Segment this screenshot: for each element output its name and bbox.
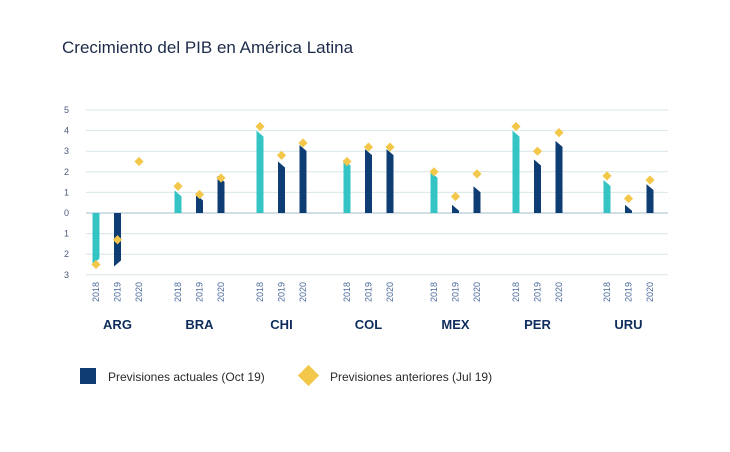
bar-mex-2019: [452, 204, 459, 213]
x-year-label: 2019: [533, 282, 543, 302]
marker-col-2019: [363, 142, 374, 152]
chart-title: Crecimiento del PIB en América Latina: [62, 38, 354, 57]
bar-chi-2020: [299, 145, 307, 213]
bar-arg-2018: [92, 213, 100, 265]
x-year-label: 2018: [342, 282, 352, 302]
marker-mex-2018: [429, 167, 439, 177]
category-label-bra: BRA: [185, 317, 214, 332]
marker-per-2020: [554, 128, 564, 138]
bar-per-2018: [512, 130, 520, 213]
marker-bra-2019: [194, 189, 205, 200]
x-year-label: 2019: [277, 282, 287, 302]
marker-mex-2020: [472, 169, 482, 179]
bar-per-2019: [534, 159, 541, 213]
marker-per-2018: [511, 121, 521, 132]
x-year-label: 2020: [385, 282, 395, 302]
bar-col-2020: [386, 149, 394, 213]
y-tick-label: 3: [64, 270, 69, 280]
category-label-col: COL: [355, 317, 383, 332]
marker-arg-2019: [112, 235, 123, 245]
y-tick-label: 5: [64, 105, 69, 115]
marker-mex-2019: [450, 191, 461, 202]
bar-uru-2018: [603, 180, 611, 213]
marker-bra-2018: [173, 181, 183, 191]
category-label-chi: CHI: [270, 317, 292, 332]
x-year-label: 2019: [364, 282, 374, 302]
x-year-label: 2020: [554, 282, 564, 302]
marker-chi-2020: [298, 138, 308, 148]
y-tick-label: 1: [64, 229, 69, 239]
category-label-per: PER: [524, 317, 551, 332]
y-tick-label: 0: [64, 208, 69, 218]
x-year-label: 2020: [216, 282, 226, 302]
marker-arg-2020: [134, 156, 144, 167]
marker-uru-2020: [645, 175, 655, 185]
x-year-label: 2019: [451, 282, 461, 302]
x-year-label: 2019: [195, 282, 205, 302]
bar-bra-2019: [196, 194, 203, 213]
legend-previous-label: Previsiones anteriores (Jul 19): [330, 370, 492, 384]
y-tick-label: 2: [64, 167, 69, 177]
bar-col-2018: [343, 159, 351, 213]
bar-per-2020: [555, 140, 563, 213]
legend-current-swatch: [80, 368, 96, 384]
marker-col-2020: [385, 142, 395, 152]
grid: [86, 109, 668, 276]
marker-bra-2020: [216, 173, 226, 183]
x-year-label: 2018: [173, 282, 183, 302]
x-year-label: 2019: [624, 282, 634, 302]
marker-chi-2019: [276, 150, 287, 160]
x-year-label: 2018: [255, 282, 265, 302]
x-year-label: 2018: [91, 282, 101, 302]
bar-bra-2018: [174, 190, 182, 213]
y-tick-label: 1: [64, 187, 69, 197]
y-tick-label: 3: [64, 146, 69, 156]
marker-chi-2018: [255, 121, 265, 132]
x-year-label: 2020: [645, 282, 655, 302]
x-year-label: 2018: [429, 282, 439, 302]
x-year-label: 2020: [472, 282, 482, 302]
markers: [91, 121, 655, 270]
legend-current-label: Previsiones actuales (Oct 19): [108, 370, 265, 384]
category-label-mex: MEX: [441, 317, 470, 332]
marker-uru-2019: [623, 193, 634, 204]
x-year-label: 2020: [134, 282, 144, 302]
x-year-label: 2019: [113, 282, 123, 302]
legend: Previsiones actuales (Oct 19) Previsione…: [80, 364, 492, 387]
y-tick-label: 2: [64, 249, 69, 259]
bar-uru-2020: [646, 184, 654, 213]
x-year-label: 2018: [511, 282, 521, 302]
x-year-label: 2018: [602, 282, 612, 302]
bar-mex-2018: [430, 171, 438, 213]
bar-chi-2018: [256, 130, 264, 213]
category-label-arg: ARG: [103, 317, 132, 332]
x-year-label: 2020: [298, 282, 308, 302]
marker-uru-2018: [602, 171, 612, 181]
x-axis: 2018 2019 2020 ARG 2018 2019 2020 BRA 2018 2019 20…: [91, 282, 655, 332]
marker-col-2018: [342, 156, 352, 167]
bar-bra-2020: [217, 175, 225, 213]
bar-chi-2019: [278, 161, 285, 213]
y-tick-label: 4: [64, 126, 69, 136]
category-label-uru: URU: [614, 317, 642, 332]
bar-col-2019: [365, 149, 372, 213]
legend-previous-swatch: [297, 364, 320, 387]
marker-per-2019: [532, 146, 543, 156]
y-axis: 5 4 3 2 1 0 1 2 3: [64, 105, 69, 280]
marker-arg-2018: [91, 259, 101, 270]
bar-mex-2020: [473, 186, 481, 213]
bar-uru-2019: [625, 204, 632, 213]
